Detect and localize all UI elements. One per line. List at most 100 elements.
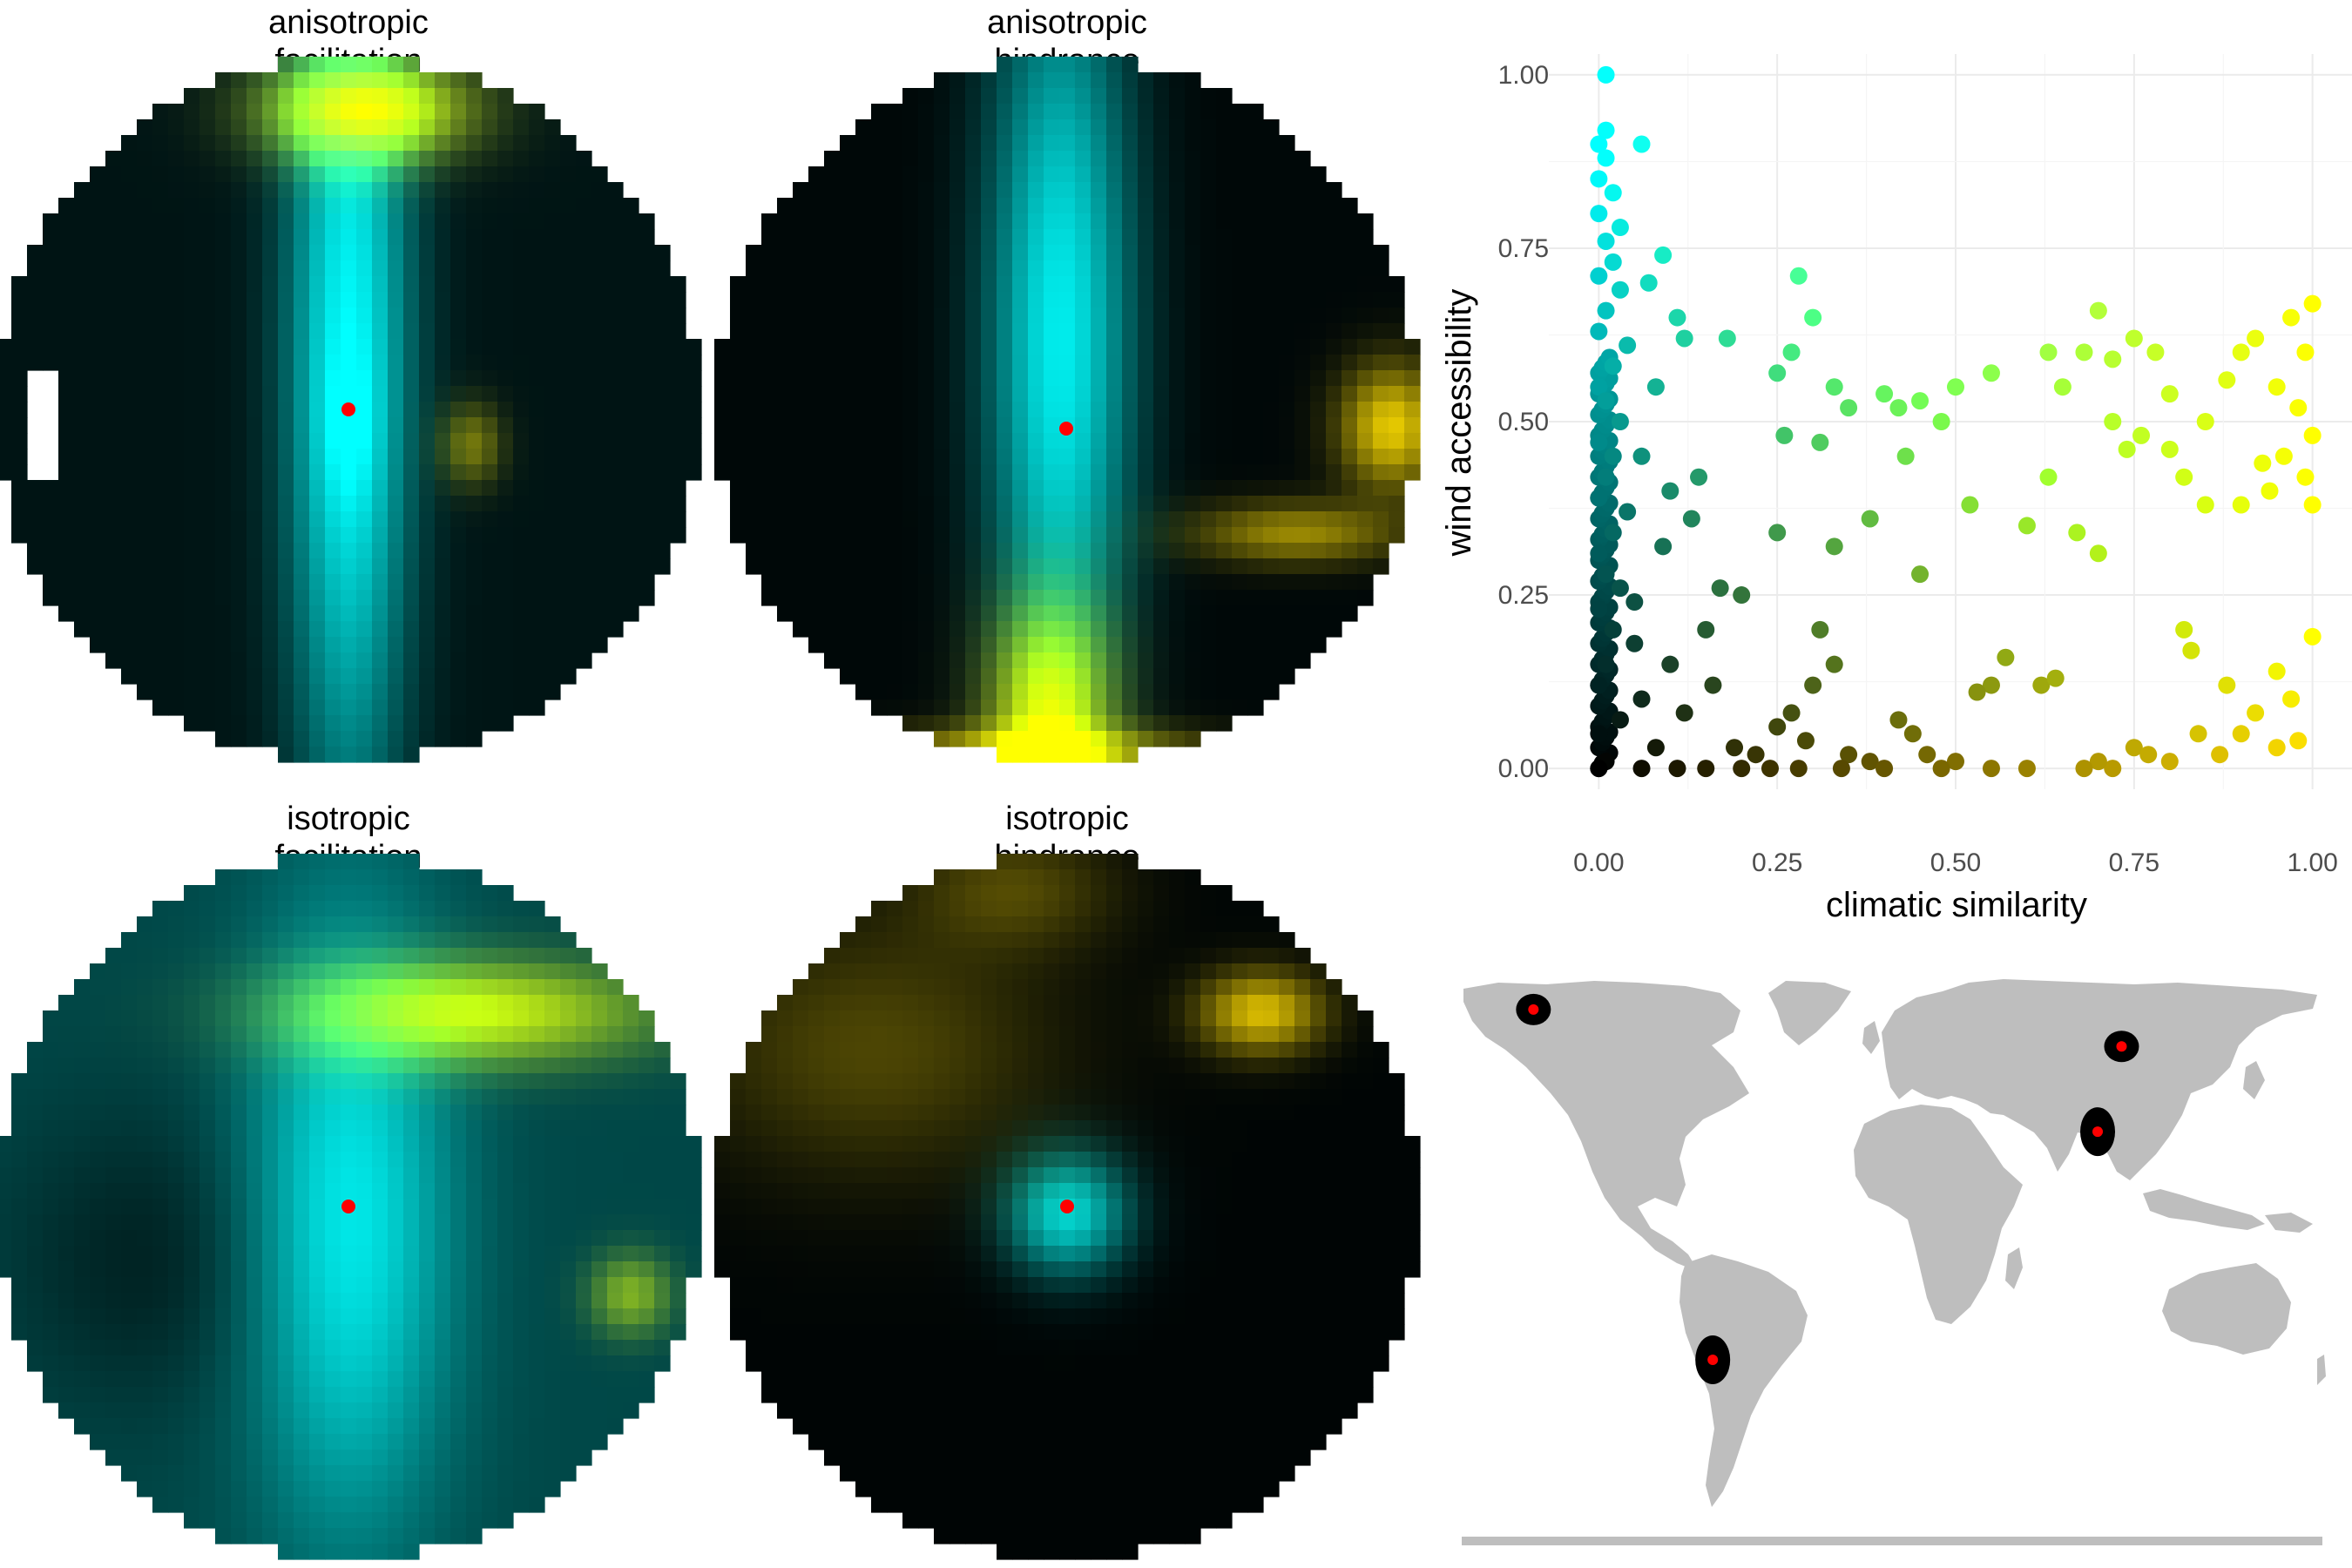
heatmap-cell <box>497 1073 514 1090</box>
heatmap-cell <box>356 496 373 512</box>
heatmap-cell <box>871 449 888 465</box>
heatmap-cell <box>0 402 12 418</box>
heatmap-cell <box>824 1261 841 1278</box>
heatmap-cell <box>887 339 903 355</box>
heatmap-cell <box>74 1167 91 1184</box>
heatmap-cell <box>247 480 263 497</box>
heatmap-cell <box>529 1246 545 1262</box>
heatmap-cell <box>808 417 825 434</box>
heatmap-cell <box>341 1277 357 1294</box>
heatmap-cell <box>1169 543 1186 559</box>
heatmap-cell <box>309 88 326 105</box>
heatmap-cell <box>1091 151 1107 167</box>
heatmap-cell <box>450 715 467 732</box>
heatmap-cell <box>607 1042 624 1058</box>
heatmap-cell <box>670 1199 686 1215</box>
heatmap-cell <box>918 417 935 434</box>
heatmap-cell <box>887 480 903 497</box>
heatmap-cell <box>544 355 561 371</box>
heatmap-cell <box>262 1010 279 1027</box>
heatmap-cell <box>513 1450 530 1466</box>
heatmap-cell <box>309 213 326 230</box>
heatmap-cell <box>1326 370 1342 387</box>
heatmap-cell <box>529 496 545 512</box>
heatmap-cell <box>777 449 794 465</box>
heatmap-cell <box>529 1465 545 1482</box>
heatmap-cell <box>777 1340 794 1356</box>
heatmap-cell <box>1075 308 1092 324</box>
heatmap-cell <box>981 527 997 544</box>
heatmap-cell <box>137 637 153 653</box>
heatmap-cell <box>294 402 310 418</box>
heatmap-cell <box>576 1136 592 1152</box>
heatmap-cell <box>808 1042 825 1058</box>
heatmap-cell <box>1216 370 1233 387</box>
heatmap-cell <box>309 1042 326 1058</box>
heatmap-cell <box>1232 527 1248 544</box>
heatmap-cell <box>450 1324 467 1341</box>
heatmap-cell <box>639 1261 655 1278</box>
heatmap-cell <box>730 355 747 371</box>
heatmap-cell <box>11 449 28 465</box>
heatmap-cell <box>1106 621 1123 638</box>
heatmap-cell <box>231 605 247 622</box>
heatmap-cell <box>544 339 561 355</box>
heatmap-cell <box>309 1026 326 1043</box>
heatmap-cell <box>902 119 919 136</box>
heatmap-cell <box>824 198 841 214</box>
heatmap-cell <box>981 417 997 434</box>
heatmap-cell <box>247 1497 263 1513</box>
heatmap-cell <box>1263 119 1280 136</box>
heatmap-cell <box>231 151 247 167</box>
heatmap-cell <box>1310 480 1327 497</box>
heatmap-cell <box>1216 511 1233 528</box>
heatmap-cell <box>356 135 373 152</box>
heatmap-cell <box>887 637 903 653</box>
heatmap-cell <box>215 869 232 886</box>
heatmap-cell <box>184 292 200 308</box>
heatmap-cell <box>58 323 75 340</box>
heatmap-cell <box>1169 621 1186 638</box>
heatmap-cell <box>247 1450 263 1466</box>
heatmap-cell <box>294 276 310 293</box>
heatmap-cell <box>654 1073 671 1090</box>
heatmap-cell <box>544 323 561 340</box>
heatmap-cell <box>793 370 809 387</box>
heatmap-cell <box>591 1042 608 1058</box>
heatmap-cell <box>670 1183 686 1200</box>
heatmap-cell <box>137 1199 153 1215</box>
heatmap-cell <box>623 1340 639 1356</box>
heatmap-cell <box>965 700 982 716</box>
heatmap-cell <box>341 1152 357 1168</box>
heatmap-cell <box>294 1340 310 1356</box>
heatmap-cell <box>1153 621 1170 638</box>
heatmap-cell <box>1012 621 1029 638</box>
heatmap-cell <box>372 370 389 387</box>
heatmap-cell <box>560 963 577 980</box>
heatmap-cell <box>137 198 153 214</box>
heatmap-cell <box>11 433 28 449</box>
heatmap-cell <box>105 1026 122 1043</box>
heatmap-cell <box>1059 370 1076 387</box>
heatmap-cell <box>981 496 997 512</box>
heatmap-cell <box>231 1355 247 1372</box>
heatmap-cell <box>168 135 185 152</box>
heatmap-cell <box>231 916 247 933</box>
heatmap-cell <box>450 1355 467 1372</box>
heatmap-cell <box>403 885 420 902</box>
heatmap-cell <box>372 433 389 449</box>
heatmap-cell <box>27 1355 44 1372</box>
heatmap-cell <box>1200 260 1217 277</box>
heatmap-cell <box>997 684 1013 700</box>
heatmap-cell <box>623 1277 639 1294</box>
heatmap-cell <box>591 1152 608 1168</box>
heatmap-cell <box>544 1246 561 1262</box>
heatmap-cell <box>497 684 514 700</box>
heatmap-cell <box>372 480 389 497</box>
heatmap-cell <box>1247 464 1264 481</box>
heatmap-cell <box>152 1418 169 1435</box>
heatmap-cell <box>325 1497 341 1513</box>
heatmap-cell <box>808 1293 825 1309</box>
heatmap-cell <box>90 1167 106 1184</box>
heatmap-cell <box>497 1293 514 1309</box>
